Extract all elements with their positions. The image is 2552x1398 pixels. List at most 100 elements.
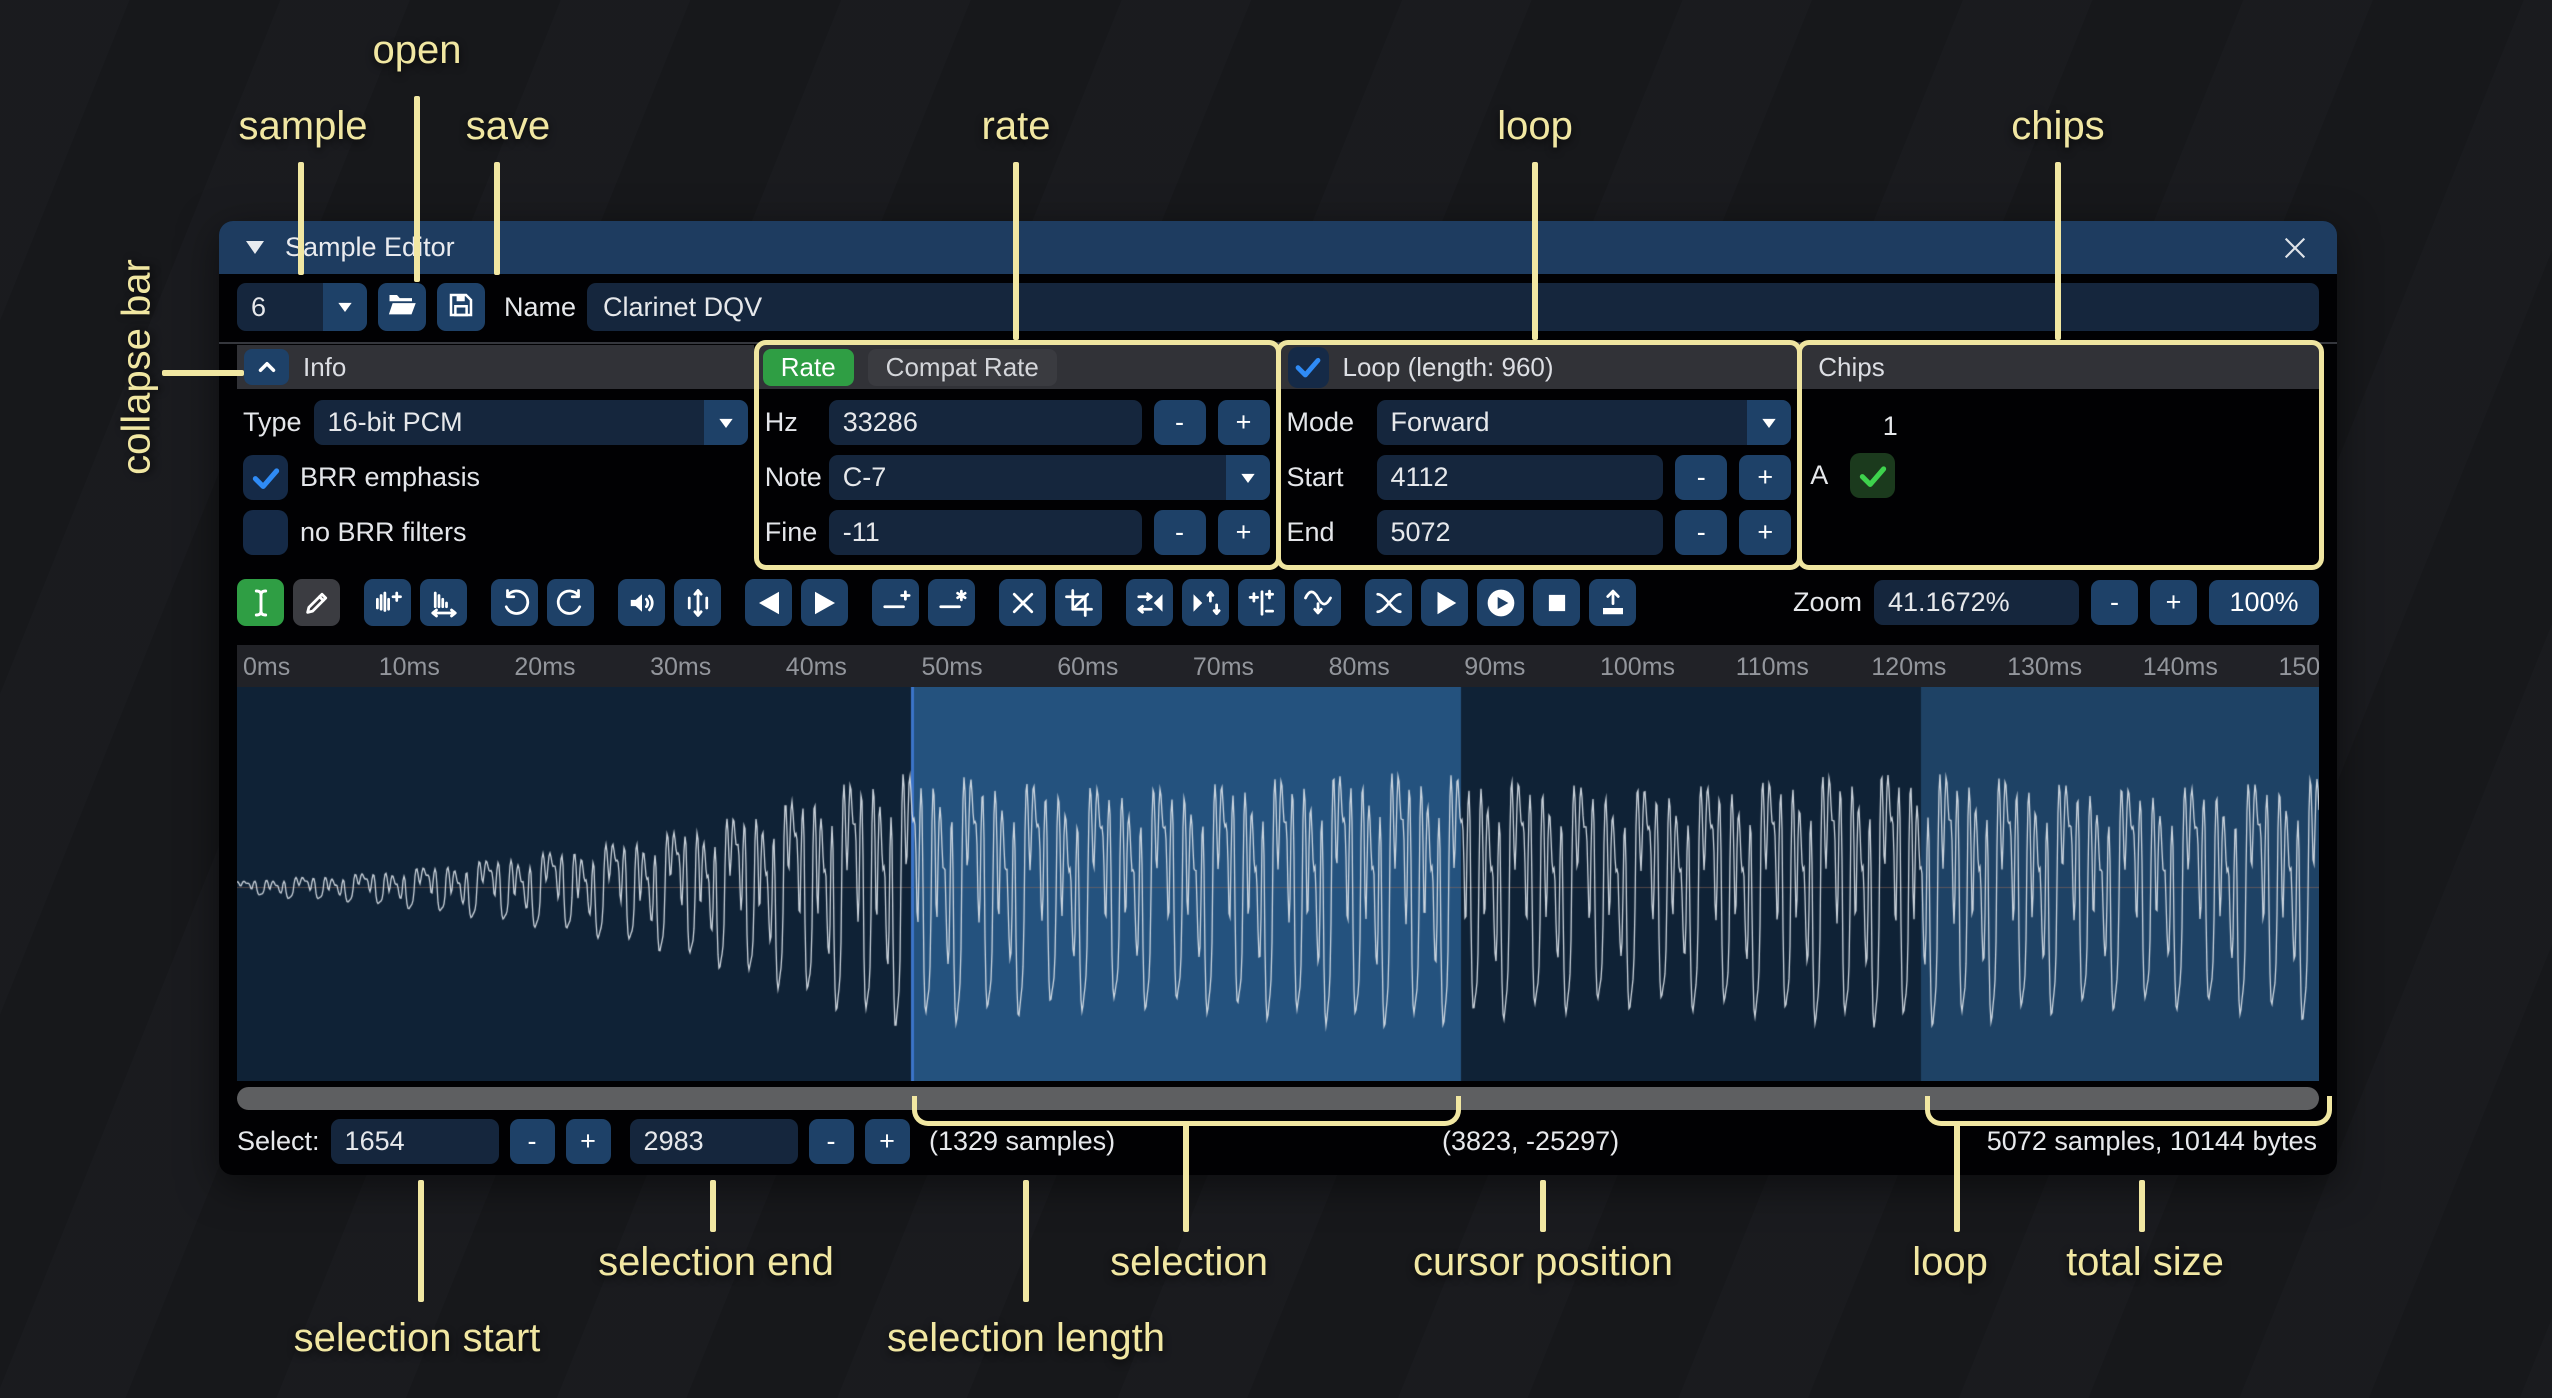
- signed-unsigned-button[interactable]: [1238, 579, 1285, 626]
- waveform-canvas[interactable]: [237, 687, 2319, 1081]
- annotation-line: [710, 1180, 716, 1232]
- annotation-line: [494, 162, 500, 275]
- stop-button[interactable]: [1533, 579, 1580, 626]
- loop-mode-dropdown[interactable]: Forward: [1376, 400, 1792, 445]
- fade-in-button[interactable]: [745, 579, 792, 626]
- undo-button[interactable]: [491, 579, 538, 626]
- annotation-line: [2139, 1180, 2145, 1232]
- ruler-label: 0ms: [243, 653, 291, 681]
- amplify-button[interactable]: [618, 579, 665, 626]
- note-label: Note: [764, 462, 822, 492]
- annotation-line: [162, 370, 244, 376]
- brr-emphasis-label: BRR emphasis: [300, 462, 481, 492]
- zoom-plus-button[interactable]: +: [2150, 580, 2197, 625]
- selection-start-plus-button[interactable]: +: [565, 1118, 611, 1164]
- loop-start-minus-button[interactable]: -: [1675, 455, 1728, 500]
- selection-end-minus-button[interactable]: -: [808, 1118, 854, 1164]
- hz-input[interactable]: 33286: [828, 400, 1142, 445]
- hz-minus-button[interactable]: -: [1153, 400, 1206, 445]
- filter-button[interactable]: [1294, 579, 1341, 626]
- annotation-sample: sample: [238, 104, 368, 148]
- name-input[interactable]: Clarinet DQV: [587, 283, 2319, 331]
- brr-emphasis-checkbox[interactable]: [243, 455, 288, 500]
- loop-start-input[interactable]: 4112: [1376, 455, 1664, 500]
- loop-end-plus-button[interactable]: +: [1739, 510, 1792, 555]
- chips-header: Chips: [1818, 351, 1885, 382]
- crossfade-button[interactable]: [1365, 579, 1412, 626]
- selection-start-input[interactable]: 1654: [330, 1118, 499, 1164]
- info-panel: Info Type 16-bit PCM BRR emphasis: [237, 345, 754, 565]
- crossfade-icon: [1374, 588, 1404, 618]
- loop-end-minus-button[interactable]: -: [1675, 510, 1728, 555]
- delete-button[interactable]: [999, 579, 1046, 626]
- normalize-button[interactable]: [674, 579, 721, 626]
- loop-enable-checkbox[interactable]: [1287, 346, 1329, 388]
- close-icon[interactable]: [2277, 230, 2313, 266]
- redo-button[interactable]: [547, 579, 594, 626]
- fine-input[interactable]: -11: [828, 510, 1142, 555]
- invert-button[interactable]: [1182, 579, 1229, 626]
- resize-icon: [373, 588, 403, 618]
- ruler-label: 80ms: [1328, 653, 1390, 681]
- hz-plus-button[interactable]: +: [1217, 400, 1270, 445]
- play-cursor-icon: [1485, 587, 1517, 619]
- fine-plus-button[interactable]: +: [1217, 510, 1270, 555]
- loop-start-plus-button[interactable]: +: [1739, 455, 1792, 500]
- delete-icon: [1008, 588, 1038, 618]
- play-button[interactable]: [1421, 579, 1468, 626]
- selection-start-minus-button[interactable]: -: [509, 1118, 555, 1164]
- resample-icon: [429, 588, 459, 618]
- open-sample-button[interactable]: [378, 283, 426, 331]
- ruler-label: 10ms: [378, 653, 440, 681]
- stop-icon: [1542, 588, 1572, 618]
- annotation-loop-top: loop: [1497, 104, 1573, 148]
- fade-in-icon: [754, 588, 784, 618]
- annotation-line: [414, 96, 420, 282]
- insert-silence-button[interactable]: [872, 579, 919, 626]
- collapse-bar-button[interactable]: [244, 349, 289, 385]
- trim-button[interactable]: [1055, 579, 1102, 626]
- tab-compat-rate[interactable]: Compat Rate: [867, 348, 1057, 386]
- play-cursor-button[interactable]: [1477, 579, 1524, 626]
- resample-button[interactable]: [420, 579, 467, 626]
- no-brr-filters-label: no BRR filters: [300, 517, 467, 547]
- apply-silence-button[interactable]: [928, 579, 975, 626]
- chip-enable-checkbox[interactable]: [1850, 453, 1896, 498]
- chevron-down-icon: [1225, 455, 1270, 500]
- window-collapse-icon[interactable]: [243, 236, 267, 260]
- annotation-rate: rate: [981, 104, 1051, 148]
- selection-end-input[interactable]: 2983: [629, 1118, 798, 1164]
- sample-selector[interactable]: 6: [237, 283, 367, 331]
- annotation-selection: selection: [1110, 1240, 1268, 1284]
- annotation-open: open: [372, 28, 462, 72]
- no-brr-filters-checkbox[interactable]: [243, 510, 288, 555]
- import-button[interactable]: [1589, 579, 1636, 626]
- ruler-label: 90ms: [1464, 653, 1526, 681]
- annotation-total-size: total size: [2066, 1240, 2224, 1284]
- loop-panel: Loop (length: 960) Mode Forward Start 41…: [1275, 340, 1803, 570]
- zoom-input[interactable]: 41.1672%: [1874, 580, 2079, 625]
- draw-tool-button[interactable]: [293, 579, 340, 626]
- ruler-label: 100ms: [1600, 653, 1676, 681]
- type-dropdown[interactable]: 16-bit PCM: [313, 400, 748, 445]
- filter-icon: [1303, 588, 1333, 618]
- note-dropdown[interactable]: C-7: [828, 455, 1270, 500]
- selection-end-plus-button[interactable]: +: [864, 1118, 910, 1164]
- chevron-down-icon[interactable]: [323, 283, 367, 331]
- fine-minus-button[interactable]: -: [1153, 510, 1206, 555]
- loop-end-input[interactable]: 5072: [1376, 510, 1664, 555]
- reverse-button[interactable]: [1126, 579, 1173, 626]
- titlebar[interactable]: Sample Editor: [219, 221, 2337, 274]
- trim-icon: [1064, 588, 1094, 618]
- waveform-scrollbar[interactable]: [237, 1087, 2319, 1110]
- draw-tool-icon: [302, 588, 332, 618]
- amplify-icon: [627, 588, 657, 618]
- zoom-reset-button[interactable]: 100%: [2209, 580, 2319, 625]
- select-tool-button[interactable]: [237, 579, 284, 626]
- resize-button[interactable]: [364, 579, 411, 626]
- waveform-view[interactable]: [237, 687, 2319, 1081]
- save-sample-button[interactable]: [437, 283, 485, 331]
- zoom-minus-button[interactable]: -: [2091, 580, 2138, 625]
- fade-out-button[interactable]: [801, 579, 848, 626]
- tab-rate[interactable]: Rate: [762, 348, 854, 386]
